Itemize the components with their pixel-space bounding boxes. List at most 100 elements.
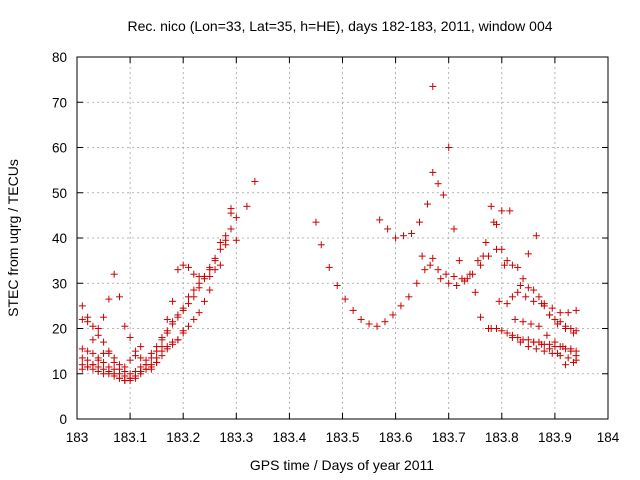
data-point [174,336,182,344]
data-point [211,257,219,265]
data-point [131,374,139,382]
data-point [450,225,458,233]
data-point [206,266,214,274]
data-point [169,297,177,305]
data-point [89,361,97,369]
data-point [94,325,102,332]
x-tick-label: 183.1 [113,430,147,445]
data-point [479,252,487,260]
data-point [341,295,349,303]
data-point [530,297,538,305]
y-tick-label: 10 [52,367,67,382]
data-point [426,261,434,269]
data-point [376,216,384,224]
data-point [105,295,113,303]
data-point [516,338,524,346]
data-point [105,347,113,355]
data-point [100,349,108,357]
x-tick-label: 183.6 [379,430,413,445]
series-sat-h [376,144,580,335]
data-point [89,336,97,344]
data-point [508,293,516,301]
data-point [524,343,532,351]
data-point [78,345,86,353]
data-point [562,325,570,332]
series-sat-j [429,82,437,90]
data-point [163,329,171,337]
data-point [174,266,182,274]
data-point [312,218,320,226]
data-point [546,345,554,353]
data-point [222,241,230,249]
data-point [179,306,187,314]
data-point [185,263,193,271]
data-point [227,225,235,233]
data-point [532,232,540,240]
data-point [418,252,426,260]
data-point [498,327,506,335]
data-point [317,241,325,249]
data-point [487,325,495,332]
data-point [110,270,118,278]
data-point [126,377,134,385]
data-point [455,257,463,265]
series-sat-b [78,209,240,373]
data-point [179,261,187,269]
data-point [195,309,203,317]
data-point [442,270,450,278]
data-point [490,218,498,226]
data-point [110,354,118,362]
data-point [532,345,540,353]
data-point [84,356,92,364]
data-point [137,343,145,351]
data-point [232,214,240,222]
data-point [429,82,437,90]
y-tick-label: 70 [52,95,67,110]
data-point [115,293,123,301]
data-point [381,318,389,326]
series-sat-g [312,218,580,330]
data-point [190,270,198,278]
data-point [105,370,113,378]
y-tick-label: 60 [52,141,67,156]
data-point [137,370,145,378]
data-point [471,288,479,296]
data-point [516,282,524,290]
data-point [94,367,102,375]
data-point [163,315,171,323]
x-tick-label: 183.7 [432,430,466,445]
data-point [506,207,514,215]
data-point [538,300,546,308]
x-tick-labels: 183 183.1 183.2 183.3 183.4 183.5 183.6 183.7 18… [66,430,620,445]
data-point [115,374,123,382]
data-point [453,282,461,290]
data-point [78,354,86,362]
data-point [200,297,208,305]
data-point [530,338,538,346]
data-point [524,336,532,344]
data-point [216,239,224,247]
y-axis-label: STEC from uqrg / TECUs [5,159,21,317]
data-point [325,263,333,271]
data-point [508,261,516,269]
data-point [522,293,530,301]
data-point [84,347,92,355]
data-point [556,309,564,317]
data-point [514,288,522,296]
data-point [434,180,442,188]
data-point [121,322,129,330]
data-point [78,365,86,373]
data-point [567,347,575,355]
data-point [421,266,429,274]
data-point [423,200,431,208]
data-point [147,361,155,369]
data-point [405,293,413,301]
data-point [551,315,559,323]
data-point [554,349,562,357]
data-point [511,315,519,323]
data-point [477,313,485,321]
x-tick-label: 183.2 [166,430,200,445]
data-point [126,334,134,342]
x-tick-label: 183.9 [538,430,572,445]
x-tick-label: 183.5 [326,430,360,445]
